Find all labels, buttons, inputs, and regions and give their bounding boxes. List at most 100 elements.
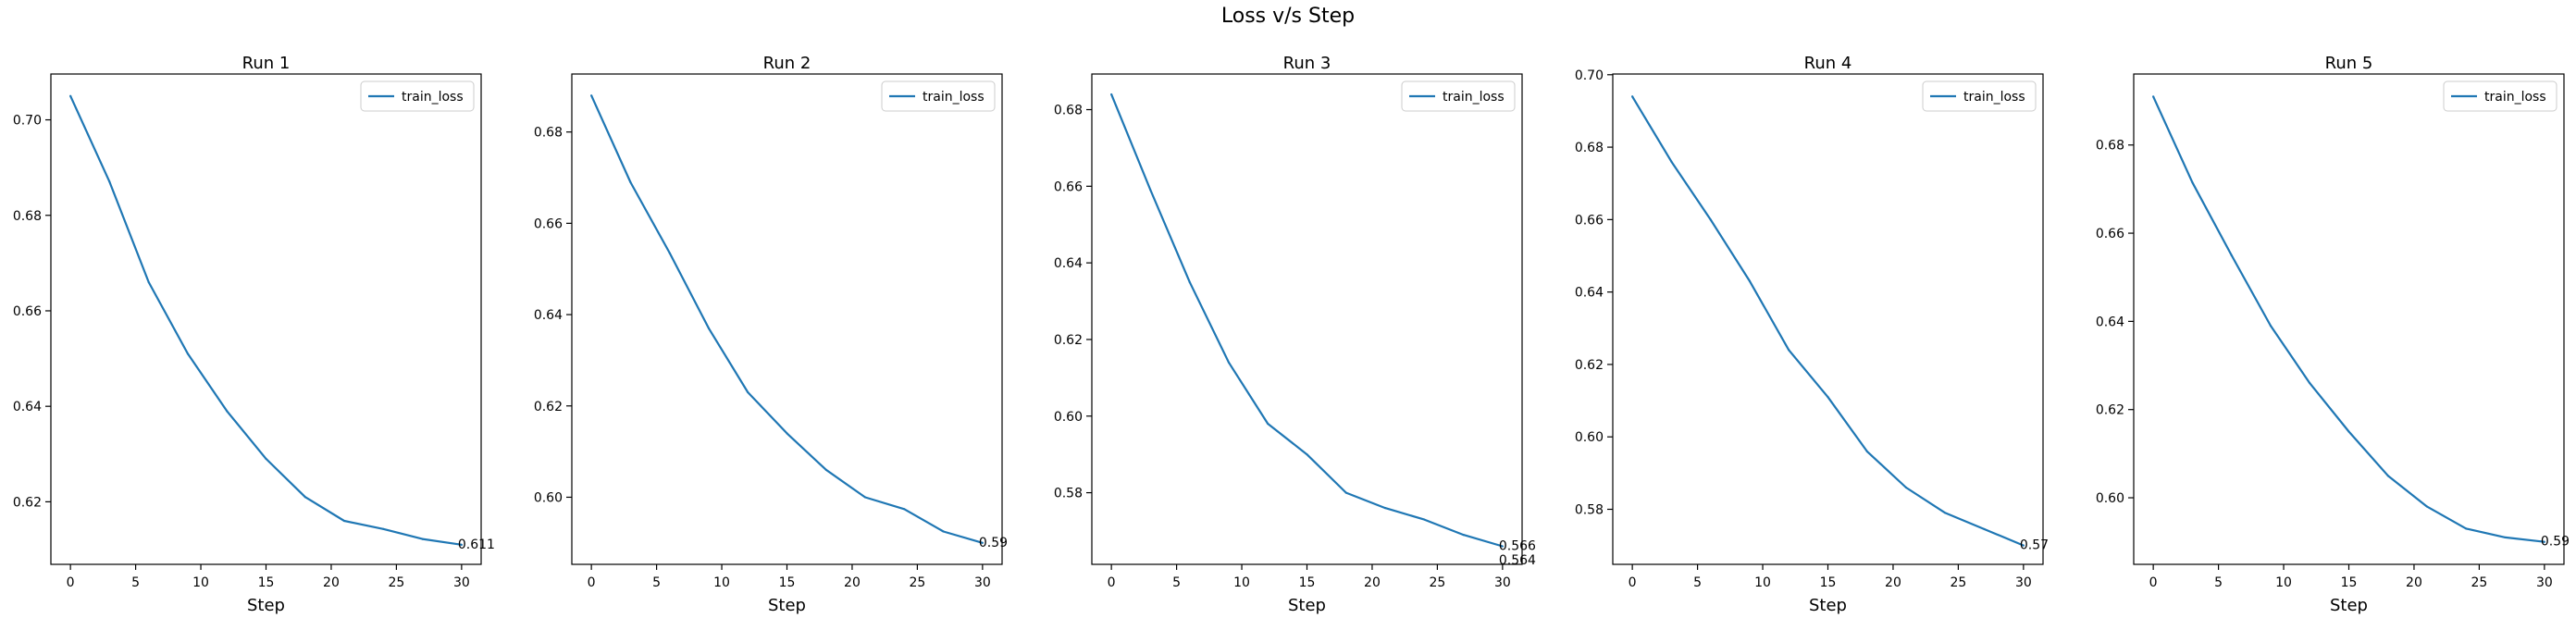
x-axis-label: Step <box>768 596 806 615</box>
x-tick-label: 25 <box>2471 575 2487 590</box>
data-point <box>1788 349 1790 352</box>
data-point <box>1983 527 1986 531</box>
y-tick-label: 0.58 <box>1054 487 1083 501</box>
data-point <box>1462 534 1465 537</box>
axes-frame <box>1091 73 1523 565</box>
subplot-run-3: Run 3 0 5 10 15 20 25 30 0.58 0.60 0.62 0.64 0.66 0.6… <box>1054 54 1536 615</box>
y-tick-label: 0.66 <box>534 216 563 231</box>
data-point <box>1631 95 1634 98</box>
series-line-train_loss <box>69 95 463 546</box>
data-point <box>1865 450 1868 452</box>
data-point <box>747 390 749 394</box>
x-tick-label: 30 <box>2536 575 2553 590</box>
data-point <box>2347 430 2350 433</box>
x-tick-label: 25 <box>1429 575 1445 590</box>
legend-label: train_loss <box>1443 90 1505 105</box>
y-tick-label: 0.62 <box>1575 358 1604 373</box>
data-point <box>629 180 632 184</box>
x-tick-label: 30 <box>453 575 470 590</box>
x-tick-label: 10 <box>713 575 730 590</box>
subplot-run-2: Run 2 0 5 10 15 20 25 30 0.60 0.62 0.64 0.66 0.68 Ste… <box>534 54 1008 615</box>
x-tick-label: 5 <box>1693 575 1702 590</box>
data-point <box>2386 475 2389 477</box>
data-point <box>942 530 945 533</box>
axes-frame <box>2133 73 2565 565</box>
data-point <box>981 541 984 544</box>
y-tick-label: 0.62 <box>13 495 42 510</box>
figure-title: Loss v/s Step <box>1220 5 1356 28</box>
data-point <box>147 280 150 284</box>
x-tick-label: 30 <box>2015 575 2032 590</box>
legend-box <box>1401 80 1516 112</box>
data-point <box>1149 189 1152 192</box>
legend-box <box>2443 80 2557 112</box>
y-tick-label: 0.64 <box>13 400 42 414</box>
y-tick-label: 0.60 <box>1575 430 1604 445</box>
data-point <box>590 94 593 97</box>
data-point <box>2152 95 2155 98</box>
legend-box <box>881 80 996 112</box>
legend-box <box>1922 80 2037 112</box>
data-point <box>1306 453 1308 456</box>
series-line-train_loss <box>1631 95 2025 547</box>
data-point <box>460 543 463 546</box>
x-axis-label: Step <box>2330 596 2368 615</box>
data-point <box>108 180 111 183</box>
data-point <box>863 496 867 499</box>
x-axis-label: Step <box>247 596 285 615</box>
x-tick-label: 5 <box>1172 575 1181 590</box>
data-point <box>186 352 190 355</box>
y-tick-label: 0.60 <box>1054 410 1083 425</box>
legend-box <box>360 80 475 112</box>
x-tick-label: 15 <box>258 575 275 590</box>
data-point <box>1904 486 1908 489</box>
x-tick-label: 30 <box>974 575 991 590</box>
x-tick-label: 25 <box>388 575 404 590</box>
data-point <box>1501 545 1504 548</box>
x-tick-label: 15 <box>2341 575 2358 590</box>
y-tick-label: 0.66 <box>13 304 42 319</box>
x-tick-label: 0 <box>1108 575 1116 590</box>
data-point <box>2191 181 2194 184</box>
subplot-title: Run 2 <box>763 54 811 73</box>
data-point <box>2504 536 2507 539</box>
y-tick-label: 0.64 <box>534 308 563 323</box>
subplot-run-4: Run 4 0 5 10 15 20 25 30 0.58 0.60 0.62 0.64 0.66 0.6… <box>1575 54 2049 615</box>
data-label: 0.566 <box>1499 539 1536 554</box>
y-tick-label: 0.70 <box>1575 68 1604 83</box>
x-axis-label: Step <box>1809 596 1847 615</box>
subplot-title: Run 4 <box>1804 54 1852 73</box>
x-tick-label: 10 <box>1233 575 1250 590</box>
x-tick-label: 20 <box>1885 575 1901 590</box>
x-tick-label: 15 <box>1299 575 1316 590</box>
y-tick-label: 0.64 <box>1575 286 1604 301</box>
subplot-title: Run 1 <box>242 54 291 73</box>
x-tick-label: 15 <box>1820 575 1837 590</box>
x-tick-label: 0 <box>2149 575 2158 590</box>
x-tick-label: 10 <box>1754 575 1771 590</box>
subplot-run-5: Run 5 0 5 10 15 20 25 30 0.60 0.62 0.64 0.66 0.68 Ste… <box>2096 54 2570 615</box>
subplot-title: Run 5 <box>2325 54 2373 73</box>
y-tick-label: 0.68 <box>534 126 563 141</box>
x-axis-label: Step <box>1288 596 1326 615</box>
y-tick-label: 0.58 <box>1575 503 1604 518</box>
data-point <box>226 410 229 413</box>
y-tick-label: 0.62 <box>2096 403 2124 418</box>
data-point <box>1188 280 1191 283</box>
series-line-train_loss <box>590 94 984 544</box>
data-point <box>2022 544 2025 547</box>
subplot-title: Run 3 <box>1283 54 1331 73</box>
data-point <box>2230 253 2233 256</box>
series-line-train_loss <box>2152 95 2545 543</box>
y-tick-label: 0.68 <box>13 209 42 224</box>
data-label: 0.59 <box>2541 535 2570 550</box>
y-tick-label: 0.70 <box>13 114 42 129</box>
data-point <box>824 468 827 471</box>
legend-label: train_loss <box>1963 90 2025 105</box>
data-point <box>1944 512 1947 514</box>
x-tick-label: 0 <box>1629 575 1637 590</box>
data-point <box>2309 382 2311 385</box>
x-tick-label: 0 <box>588 575 596 590</box>
